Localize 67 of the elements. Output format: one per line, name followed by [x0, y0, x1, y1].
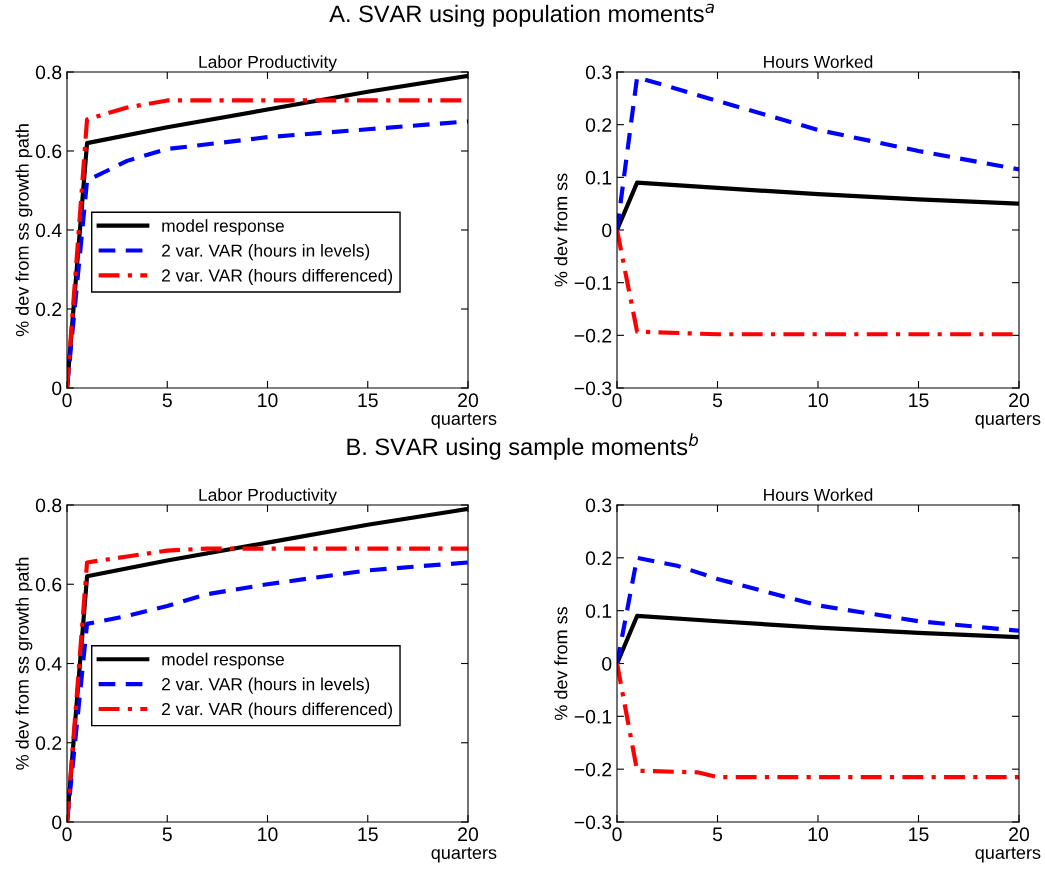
y-tick-label: 0.1: [585, 604, 612, 618]
x-tick-label: 0: [612, 393, 622, 408]
y-tick-label: 0.6: [35, 577, 62, 592]
x-tick-label: 20: [1009, 393, 1030, 408]
y-tick-label: 0.2: [585, 118, 612, 132]
chart-title: Labor Productivity: [199, 488, 337, 505]
line-series: [617, 555, 1019, 666]
y-tick-label: −0.2: [574, 762, 612, 777]
x-axis-title: quarters: [431, 847, 497, 863]
line-series: [617, 75, 1019, 233]
y-tick-label: 0.2: [585, 551, 612, 566]
y-tick-label: 0.1: [585, 170, 612, 185]
x-tick-label: 10: [808, 827, 829, 842]
y-tick-label: −0.1: [574, 709, 612, 724]
x-tick-label: 20: [1009, 827, 1030, 842]
y-tick-label: 0: [52, 381, 62, 396]
x-tick-label: 0: [62, 827, 72, 842]
x-tick-label: 10: [808, 393, 829, 408]
x-tick-label: 15: [358, 393, 378, 408]
y-tick-label: 0.2: [35, 302, 62, 317]
x-axis-title: quarters: [975, 413, 1041, 429]
y-tick-label: −0.2: [574, 328, 612, 343]
chart-title: Hours Worked: [764, 55, 873, 68]
y-tick-label: 0: [52, 815, 62, 830]
line-series: [617, 661, 1019, 780]
legend-label: 2 var. VAR (hours differenced): [162, 702, 393, 719]
y-tick-label: 0.2: [35, 736, 62, 750]
x-tick-label: 10: [258, 393, 278, 408]
chart-title: Hours Worked: [764, 488, 873, 501]
x-tick-label: 10: [258, 827, 278, 842]
y-axis-title: % dev from ss: [554, 606, 568, 721]
x-tick-label: 20: [458, 827, 479, 842]
y-tick-label: 0.3: [585, 498, 612, 513]
x-tick-label: 15: [909, 827, 929, 842]
y-tick-label: 0: [602, 223, 612, 238]
chart-title: Labor Productivity: [199, 55, 337, 72]
x-tick-label: 0: [62, 393, 72, 408]
legend-label: 2 var. VAR (hours in levels): [162, 244, 370, 261]
legend-label: model response: [162, 219, 284, 236]
x-tick-label: 5: [712, 827, 723, 842]
y-tick-label: −0.3: [574, 815, 612, 830]
x-axis-title: quarters: [975, 847, 1041, 863]
legend-label: model response: [162, 652, 284, 669]
y-tick-label: −0.1: [574, 276, 612, 290]
text: B. SVAR using sample moments$^{b}$: [347, 433, 698, 460]
y-tick-label: 0: [602, 656, 612, 671]
x-axis-title: quarters: [431, 413, 497, 429]
legend-label: 2 var. VAR (hours differenced): [162, 268, 393, 286]
x-tick-label: 0: [612, 827, 622, 842]
legend-label: 2 var. VAR (hours in levels): [162, 677, 370, 694]
y-tick-label: 0.4: [35, 656, 62, 671]
y-axis-title: % dev from ss growth path: [15, 557, 33, 770]
y-tick-label: −0.3: [574, 381, 612, 396]
y-axis-title: % dev from ss growth path: [15, 124, 33, 337]
y-axis-title: % dev from ss: [554, 173, 568, 287]
y-tick-label: 0.8: [35, 498, 62, 513]
y-tick-label: 0.6: [35, 144, 62, 159]
text: A. SVAR using population moments$^{a}$: [329, 3, 714, 27]
x-tick-label: 5: [162, 393, 172, 408]
x-tick-label: 15: [909, 393, 929, 408]
x-tick-label: 15: [358, 827, 378, 842]
y-tick-label: 0.4: [35, 223, 62, 238]
y-tick-label: 0.3: [585, 65, 612, 80]
x-tick-label: 20: [458, 393, 479, 408]
x-tick-label: 5: [712, 393, 723, 408]
y-tick-label: 0.8: [35, 65, 62, 80]
x-tick-label: 5: [162, 827, 172, 842]
